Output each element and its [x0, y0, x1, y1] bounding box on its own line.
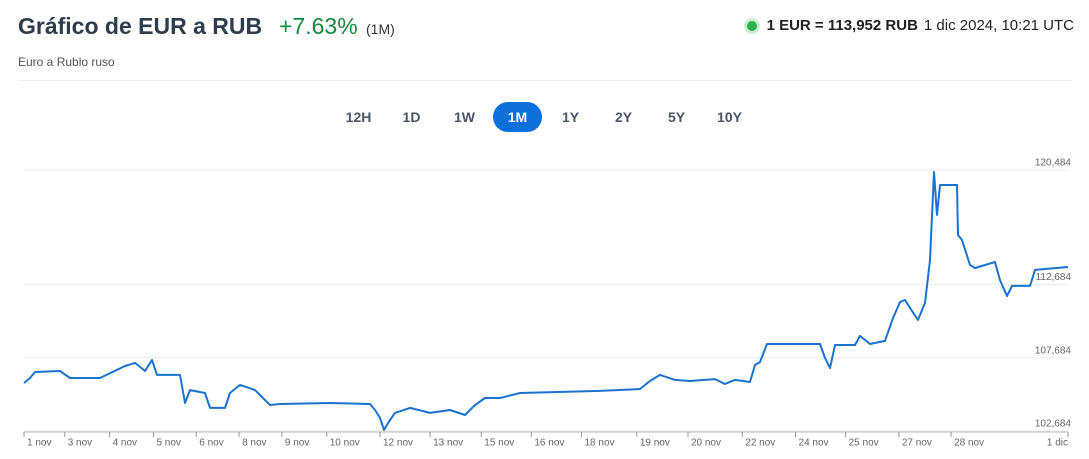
- range-button[interactable]: 10Y: [717, 109, 742, 125]
- x-tick-label: 24 nov: [799, 438, 829, 449]
- x-tick-label: 27 nov: [902, 438, 932, 449]
- range-button[interactable]: 12H: [345, 109, 372, 125]
- x-tick-label: 25 nov: [849, 438, 879, 449]
- range-button[interactable]: 5Y: [667, 109, 686, 125]
- x-tick-label: 5 nov: [156, 438, 180, 449]
- range-button[interactable]: 1M: [493, 102, 542, 132]
- subtitle: Euro a Rublo ruso: [18, 55, 115, 69]
- period: (1M): [366, 21, 395, 37]
- x-tick-label: 1 nov: [27, 438, 51, 449]
- rate: 1 EUR = 113,952 RUB: [766, 17, 918, 34]
- range-button[interactable]: 2Y: [614, 109, 633, 125]
- separator: [18, 80, 1072, 81]
- x-tick-label: 8 nov: [242, 438, 266, 449]
- x-tick-label: 10 nov: [330, 438, 360, 449]
- x-tick-label: 20 nov: [691, 438, 721, 449]
- y-tick-label: 107,684: [1035, 345, 1072, 356]
- range-buttons: 12H 1D 1W 1M 1Y 2Y 5Y 10Y: [334, 102, 754, 132]
- x-tick-label: 28 nov: [954, 438, 984, 449]
- y-tick-label: 102,684: [1035, 419, 1072, 430]
- x-tick-label: 3 nov: [68, 438, 92, 449]
- x-tick-label: 6 nov: [199, 438, 223, 449]
- range-button[interactable]: 1Y: [561, 109, 580, 125]
- x-tick-label: 18 nov: [584, 438, 614, 449]
- y-tick-label: 112,684: [1036, 272, 1072, 283]
- live-dot: [746, 20, 757, 31]
- x-tick-label: 16 nov: [534, 438, 564, 449]
- title: Gráfico de EUR a RUB: [18, 13, 263, 39]
- x-tick-label: 12 nov: [383, 438, 413, 449]
- range-button[interactable]: 1W: [454, 109, 475, 125]
- x-tick-label: 15 nov: [484, 438, 514, 449]
- x-tick-label: 13 nov: [433, 438, 463, 449]
- rate-box: 1 EUR = 113,952 RUB 1 dic 2024, 10:21 UT…: [746, 17, 1074, 34]
- x-tick-label: 4 nov: [113, 438, 137, 449]
- timestamp: 1 dic 2024, 10:21 UTC: [923, 17, 1074, 34]
- change: +7.63%: [279, 13, 358, 39]
- range-button[interactable]: 1D: [402, 109, 421, 125]
- x-tick-label: 19 nov: [640, 438, 670, 449]
- x-tick-label: 1 dic: [1047, 438, 1068, 449]
- x-tick-label: 22 nov: [745, 438, 775, 449]
- price-line: [23, 171, 1069, 431]
- y-tick-label: 120,484: [1035, 158, 1072, 169]
- x-tick-label: 9 nov: [285, 438, 309, 449]
